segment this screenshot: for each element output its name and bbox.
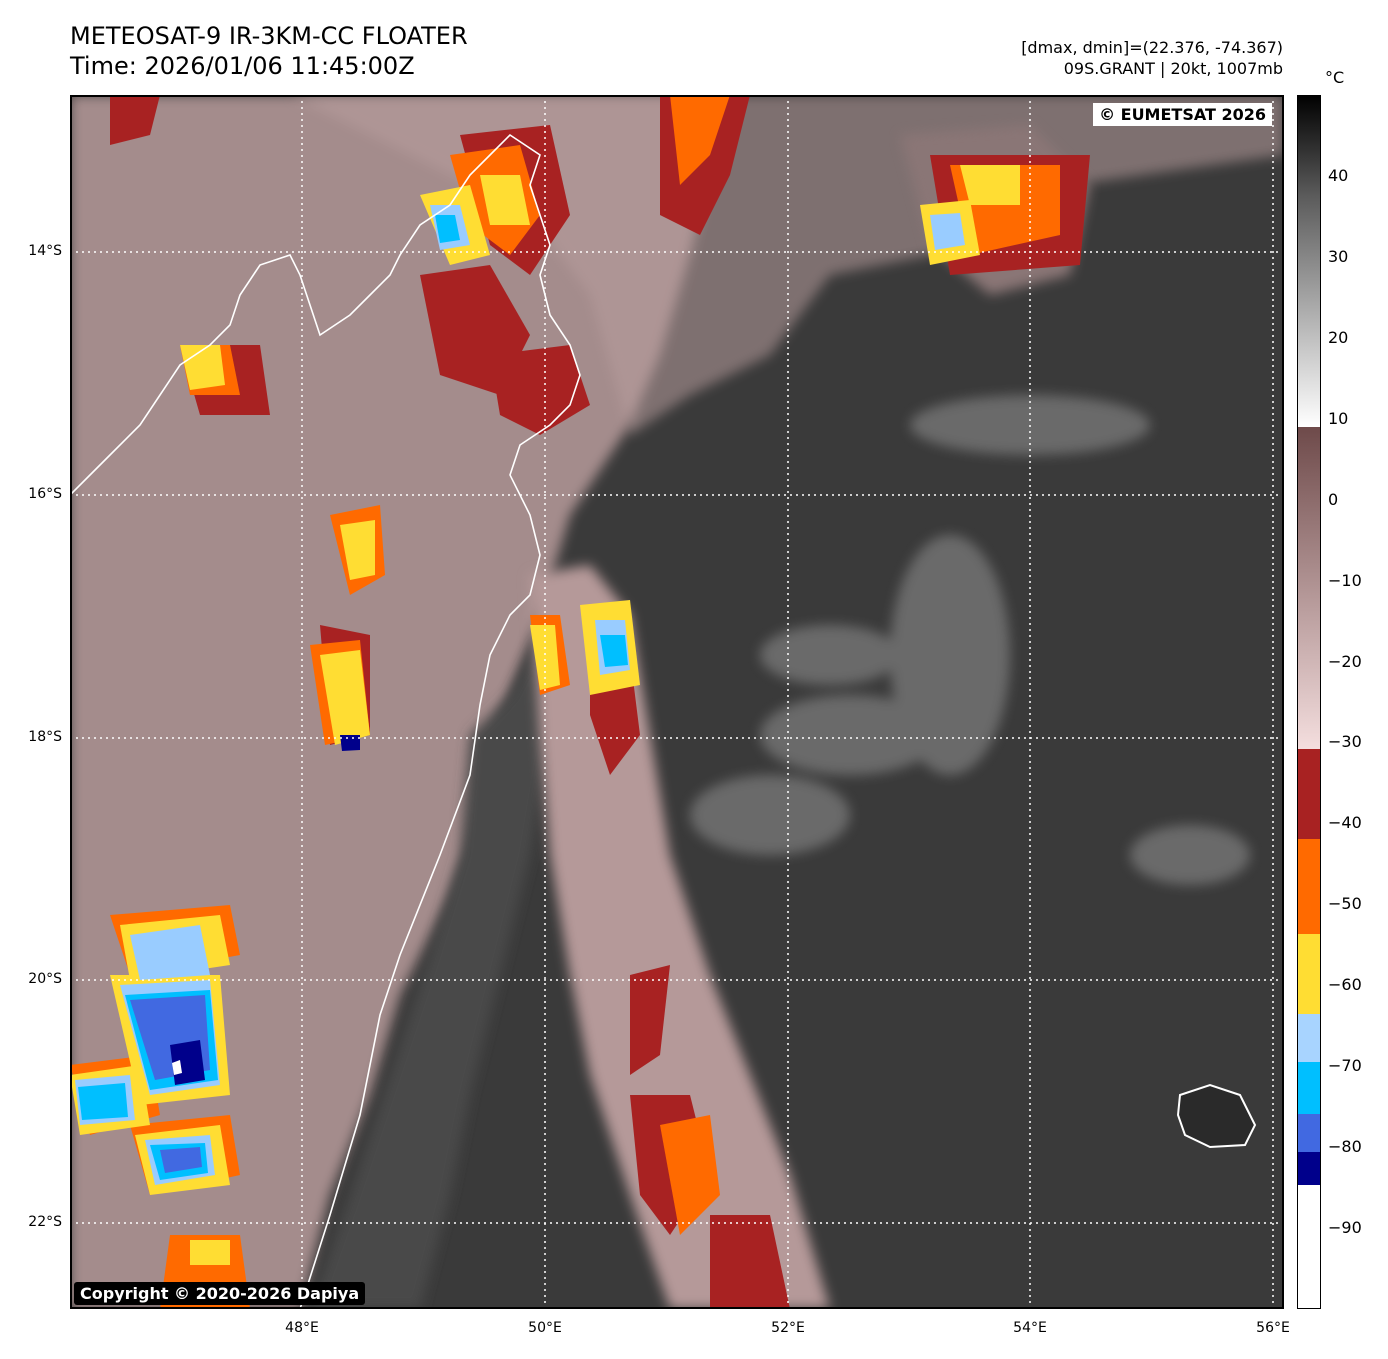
island-reunion [1176, 1083, 1257, 1149]
lon-label-48e: 48°E [285, 1320, 319, 1336]
coastline [70, 133, 581, 1309]
colorbar-tick-label: 10 [1328, 408, 1349, 428]
cb-band-navy [1297, 1152, 1321, 1185]
colorbar-tick-label: −70 [1328, 1056, 1362, 1076]
lon-label-52e: 52°E [771, 1320, 805, 1336]
graticule [70, 95, 1284, 1309]
lon-label-54e: 54°E [1013, 1320, 1047, 1336]
eumetsat-credit: © EUMETSAT 2026 [1093, 103, 1272, 126]
map-time: Time: 2026/01/06 11:45:00Z [70, 52, 415, 80]
coldest-spot [172, 1060, 182, 1075]
colorbar-tick-label: −60 [1328, 975, 1362, 995]
colorbar-unit: °C [1325, 68, 1345, 87]
cb-band-lightblue [1297, 1014, 1321, 1062]
cb-band-warm [1297, 427, 1321, 749]
lat-label-18s: 18°S [28, 729, 62, 745]
lat-label-16s: 16°S [28, 486, 62, 502]
lat-label-14s: 14°S [28, 243, 62, 259]
colorbar-tick-label: −80 [1328, 1137, 1362, 1157]
colorbar-tick-label: 20 [1328, 327, 1349, 347]
copyright-badge: Copyright © 2020-2026 Dapiya [74, 1282, 366, 1305]
cb-band-cyan [1297, 1062, 1321, 1114]
cb-frame [1297, 95, 1321, 1309]
lat-label-22s: 22°S [28, 1214, 62, 1230]
colorbar-tick-label: −50 [1328, 894, 1362, 914]
map-title: METEOSAT-9 IR-3KM-CC FLOATER [70, 22, 468, 50]
cb-band-orange [1297, 839, 1321, 934]
data-range-info: [dmax, dmin]=(22.376, -74.367) [1021, 38, 1283, 57]
cb-band-grey [1297, 95, 1321, 427]
storm-info: 09S.GRANT | 20kt, 1007mb [1063, 59, 1283, 78]
satellite-imagery [70, 95, 1284, 1309]
cb-band-red [1297, 749, 1321, 839]
lon-label-50e: 50°E [528, 1320, 562, 1336]
temperature-colorbar [1297, 95, 1321, 1309]
satellite-map[interactable]: © EUMETSAT 2026 Copyright © 2020-2026 Da… [70, 95, 1284, 1309]
map-frame [70, 95, 1284, 1309]
colorbar-tick-label: 0 [1328, 489, 1339, 509]
cb-band-yellow [1297, 934, 1321, 1014]
colorbar-tick-label: 40 [1328, 165, 1349, 185]
lon-label-56e: 56°E [1256, 1320, 1290, 1336]
colorbar-tick-label: −40 [1328, 813, 1362, 833]
lat-label-20s: 20°S [28, 971, 62, 987]
cb-band-blue [1297, 1114, 1321, 1152]
colorbar-tick-label: −20 [1328, 651, 1362, 671]
colorbar-tick-label: 30 [1328, 246, 1349, 266]
colorbar-tick-label: −90 [1328, 1218, 1362, 1238]
colorbar-tick-label: −10 [1328, 570, 1362, 590]
colorbar-tick-label: −30 [1328, 732, 1362, 752]
cb-band-white [1297, 1185, 1321, 1309]
land-shadow-band [310, 635, 550, 1309]
